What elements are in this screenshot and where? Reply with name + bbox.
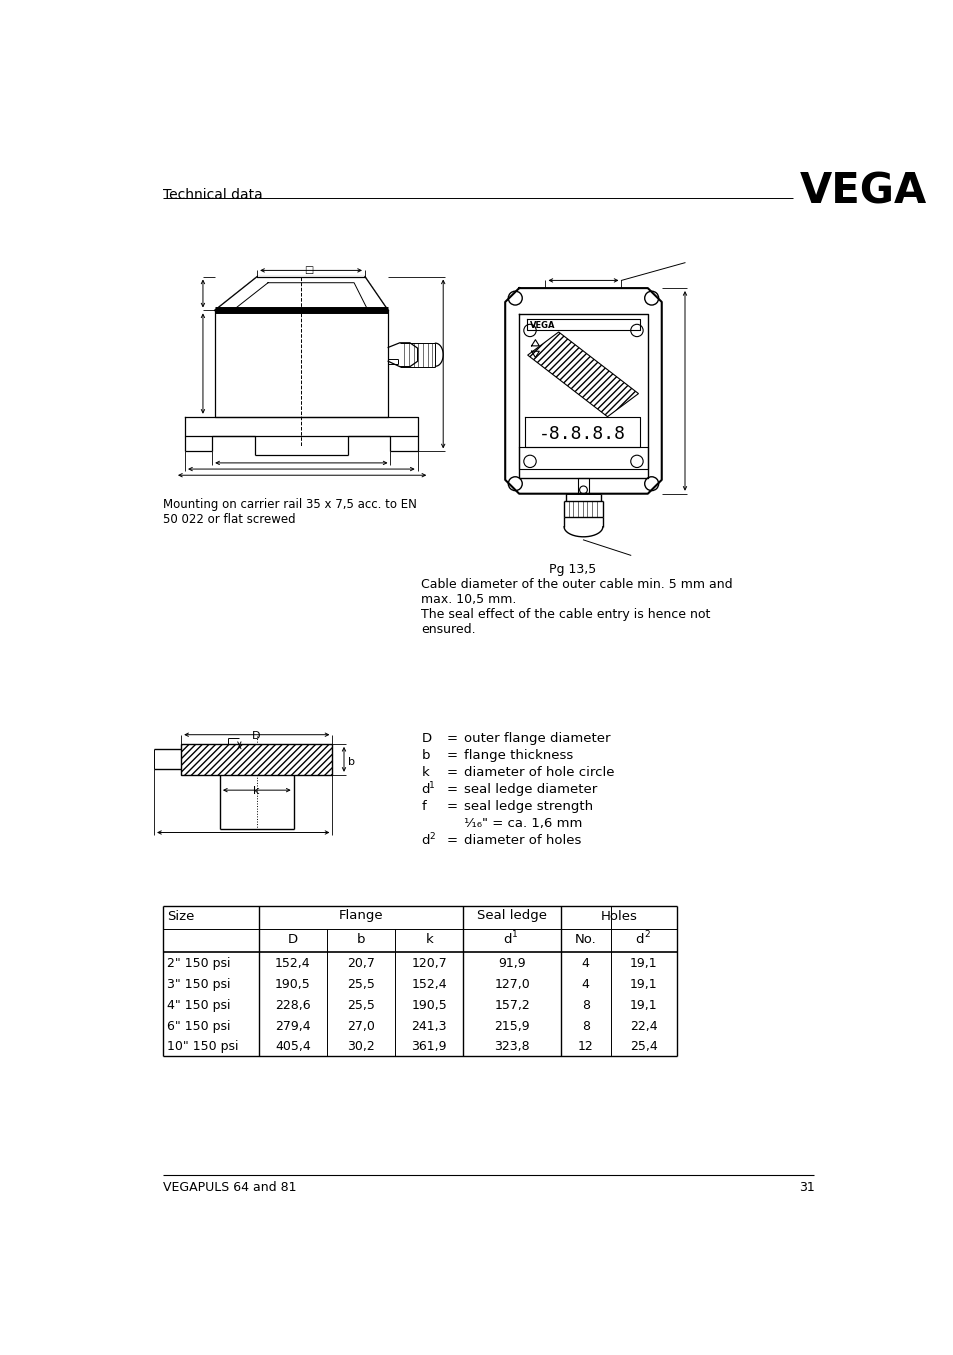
Text: 27,0: 27,0 — [347, 1019, 375, 1033]
Text: k: k — [421, 767, 429, 779]
Bar — [181, 744, 332, 775]
Text: d: d — [421, 783, 430, 797]
Text: 19,1: 19,1 — [629, 978, 657, 991]
Text: ¹⁄₁₆" = ca. 1,6 mm: ¹⁄₁₆" = ca. 1,6 mm — [464, 817, 582, 831]
Text: 361,9: 361,9 — [411, 1041, 447, 1053]
Text: 30,2: 30,2 — [347, 1041, 375, 1053]
Text: =: = — [446, 801, 456, 813]
Text: k: k — [253, 786, 259, 797]
Text: 228,6: 228,6 — [274, 999, 311, 1012]
Text: 25,5: 25,5 — [347, 999, 375, 1012]
Text: -8.8.8.8: -8.8.8.8 — [538, 424, 625, 443]
Text: 1: 1 — [429, 780, 435, 790]
Text: =: = — [446, 783, 456, 797]
Text: seal ledge strength: seal ledge strength — [464, 801, 593, 813]
Text: 6" 150 psi: 6" 150 psi — [167, 1019, 231, 1033]
Text: 20,7: 20,7 — [347, 957, 375, 970]
Text: 2: 2 — [643, 931, 649, 939]
Text: No.: No. — [575, 932, 596, 946]
Text: =: = — [446, 749, 456, 763]
Text: 1: 1 — [512, 931, 517, 939]
Text: seal ledge diameter: seal ledge diameter — [464, 783, 597, 797]
Text: 19,1: 19,1 — [629, 957, 657, 970]
Text: Size: Size — [167, 909, 194, 923]
Text: 4: 4 — [581, 978, 589, 991]
Text: 323,8: 323,8 — [494, 1041, 530, 1053]
Text: Seal ledge: Seal ledge — [476, 909, 547, 923]
Text: Cable diameter of the outer cable min. 5 mm and
max. 10,5 mm.
The seal effect of: Cable diameter of the outer cable min. 5… — [421, 579, 732, 637]
Text: 8: 8 — [581, 1019, 589, 1033]
Text: b: b — [421, 749, 430, 763]
Text: 19,1: 19,1 — [629, 999, 657, 1012]
Text: 12: 12 — [578, 1041, 593, 1053]
Text: 190,5: 190,5 — [411, 999, 447, 1012]
Text: b: b — [348, 757, 355, 767]
Polygon shape — [505, 289, 661, 493]
Text: 22,4: 22,4 — [629, 1019, 657, 1033]
Text: =: = — [446, 835, 456, 847]
Text: =: = — [446, 733, 456, 745]
Text: diameter of hole circle: diameter of hole circle — [464, 767, 614, 779]
Text: D: D — [252, 730, 260, 741]
Text: Technical data: Technical data — [163, 188, 263, 202]
Text: Flange: Flange — [338, 909, 383, 923]
Polygon shape — [214, 276, 388, 310]
Text: 4: 4 — [581, 957, 589, 970]
Text: 2" 150 psi: 2" 150 psi — [167, 957, 231, 970]
Text: Holes: Holes — [600, 909, 637, 923]
Text: 31: 31 — [798, 1182, 814, 1194]
Polygon shape — [527, 332, 638, 417]
Text: d: d — [421, 835, 430, 847]
Text: flange thickness: flange thickness — [464, 749, 573, 763]
Text: VEGA: VEGA — [530, 321, 555, 331]
Text: 152,4: 152,4 — [411, 978, 447, 991]
Text: VEGA: VEGA — [799, 171, 926, 213]
Text: 127,0: 127,0 — [494, 978, 530, 991]
Text: □: □ — [304, 266, 314, 275]
Text: 120,7: 120,7 — [411, 957, 447, 970]
Text: D: D — [421, 733, 431, 745]
Text: k: k — [425, 932, 433, 946]
Text: d: d — [503, 932, 512, 946]
Text: Mounting on carrier rail 35 x 7,5 acc. to EN
50 022 or flat screwed: Mounting on carrier rail 35 x 7,5 acc. t… — [163, 497, 416, 526]
Text: Pg 13,5: Pg 13,5 — [548, 562, 596, 576]
Text: 25,4: 25,4 — [629, 1041, 658, 1053]
Text: diameter of holes: diameter of holes — [464, 835, 581, 847]
Text: 157,2: 157,2 — [494, 999, 530, 1012]
Text: =: = — [446, 767, 456, 779]
Text: 241,3: 241,3 — [411, 1019, 447, 1033]
Text: 215,9: 215,9 — [494, 1019, 530, 1033]
Text: 152,4: 152,4 — [274, 957, 311, 970]
Text: 2: 2 — [429, 832, 435, 840]
Text: 10" 150 psi: 10" 150 psi — [167, 1041, 238, 1053]
Text: 279,4: 279,4 — [274, 1019, 311, 1033]
Text: D: D — [288, 932, 297, 946]
Text: d: d — [635, 932, 643, 946]
Text: b: b — [356, 932, 365, 946]
Text: 8: 8 — [581, 999, 589, 1012]
Text: f: f — [421, 801, 426, 813]
Text: 91,9: 91,9 — [497, 957, 525, 970]
Text: 4" 150 psi: 4" 150 psi — [167, 999, 231, 1012]
Text: 25,5: 25,5 — [347, 978, 375, 991]
Text: 190,5: 190,5 — [274, 978, 311, 991]
Text: VEGAPULS 64 and 81: VEGAPULS 64 and 81 — [163, 1182, 296, 1194]
Text: outer flange diameter: outer flange diameter — [464, 733, 610, 745]
Text: 3" 150 psi: 3" 150 psi — [167, 978, 231, 991]
Text: 405,4: 405,4 — [274, 1041, 311, 1053]
